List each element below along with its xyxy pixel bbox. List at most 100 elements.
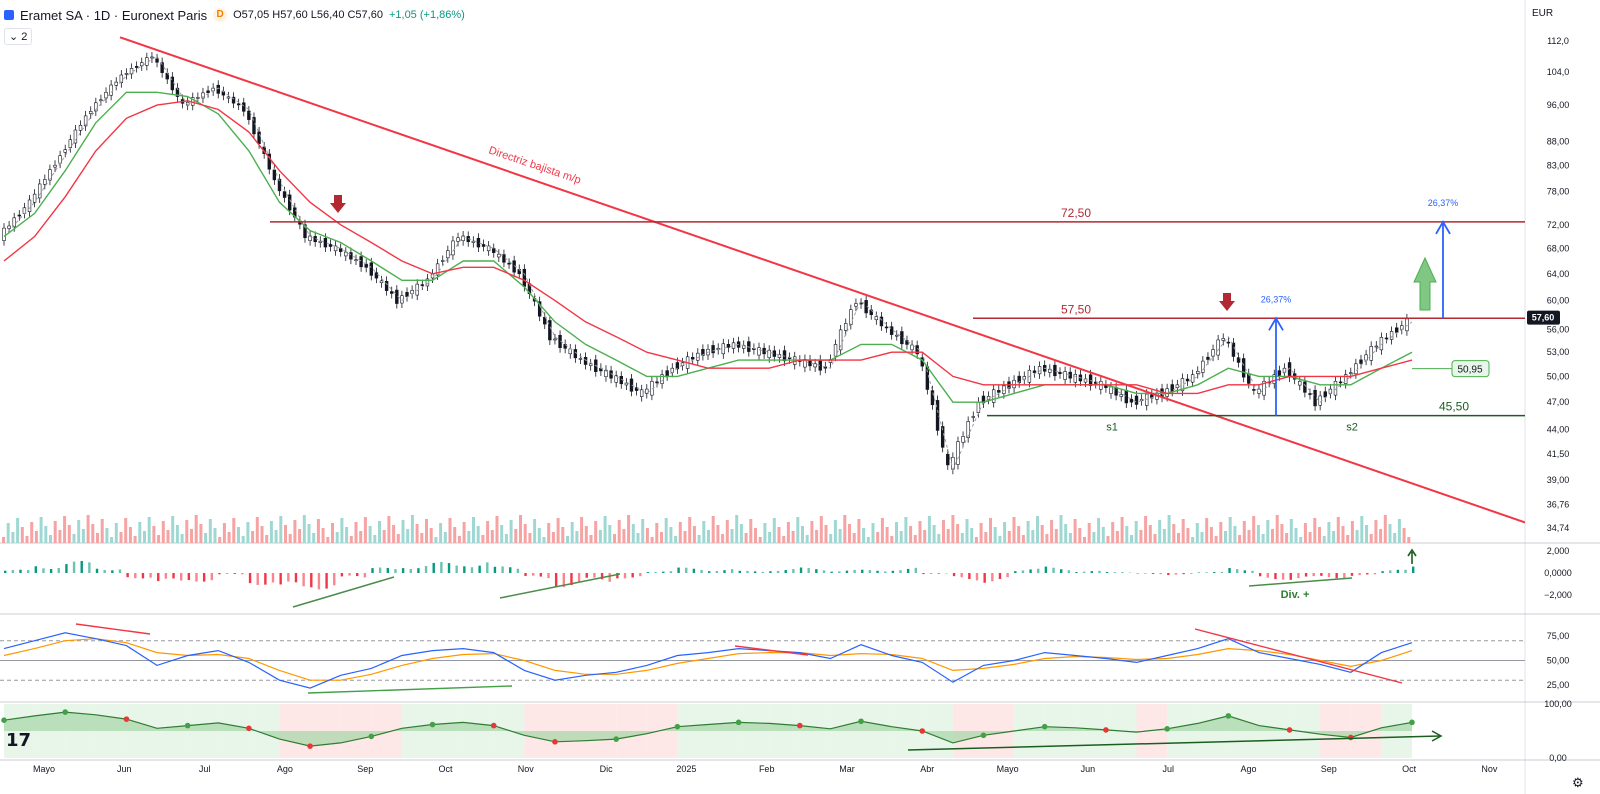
candle-body (910, 344, 914, 351)
resistance-label-57: 57,50 (1061, 302, 1091, 316)
candle-body (1206, 356, 1210, 360)
y-tick-label: 44,00 (1547, 425, 1570, 435)
volume-bar (1101, 527, 1105, 543)
volume-bar (1195, 523, 1199, 543)
volume-bar (237, 527, 240, 543)
macd-bar (662, 571, 665, 573)
x-tick-label: Jul (199, 764, 211, 774)
candle-body (675, 362, 680, 370)
volume-bar (739, 524, 743, 543)
volume-bar (448, 518, 452, 543)
volume-bar (133, 536, 137, 543)
ma-value-tag (1451, 360, 1490, 378)
candle-body (1338, 381, 1343, 384)
y-tick-label: 60,00 (1547, 296, 1570, 306)
macd-bar (210, 573, 214, 581)
candle-body (522, 268, 527, 287)
momentum-dot (368, 733, 375, 740)
rsi-signal-line (3, 638, 1413, 681)
volume-bar (857, 519, 861, 543)
volume-bar (951, 515, 955, 543)
candle-body (1201, 360, 1205, 373)
macd-bar (769, 571, 772, 573)
macd-bar (952, 573, 956, 577)
macd-bar (1067, 570, 1071, 573)
volume-bar (302, 515, 306, 543)
candle-body (43, 179, 47, 185)
macd-bar (302, 573, 305, 587)
volume-bar (1092, 532, 1096, 543)
volume-bar (39, 517, 43, 543)
swing-label-s2: s2 (1346, 422, 1358, 434)
candle-body (1405, 318, 1409, 332)
macd-bar (1121, 572, 1124, 573)
interval-badge[interactable]: D (213, 8, 228, 22)
volume-bar (467, 531, 471, 543)
bearish-trendline (119, 36, 1526, 524)
candle-body (328, 244, 333, 247)
volume-bar (1205, 518, 1209, 543)
volume-bar (152, 526, 156, 543)
volume-bar (500, 525, 504, 543)
volume-bar (1214, 536, 1218, 543)
macd-bar (447, 563, 451, 573)
volume-bar (866, 537, 870, 543)
macd-bar (1251, 570, 1254, 573)
volume-bar (425, 519, 428, 543)
candle-body (1354, 363, 1358, 375)
macd-bar (570, 573, 573, 586)
volume-bar (1050, 520, 1054, 543)
volume-bar (1181, 519, 1185, 543)
volume-bar (1350, 521, 1354, 543)
volume-bar (1289, 519, 1293, 543)
macd-bar (761, 571, 764, 573)
volume-bar (533, 519, 537, 543)
tradingview-logo-icon[interactable]: 17 (6, 730, 32, 751)
volume-bar (326, 537, 330, 543)
candle-body (231, 96, 236, 104)
candle-body (1063, 371, 1067, 380)
y-tick-label: 36,76 (1547, 499, 1570, 509)
volume-bar (1115, 531, 1119, 543)
macd-bar (1373, 573, 1377, 575)
volume-bar (63, 516, 67, 543)
ohlc-values: O57,05 H57,60 L56,40 C57,60 (233, 9, 383, 21)
candle-body (1298, 380, 1302, 386)
macd-bar (968, 573, 971, 580)
macd-bar (906, 568, 910, 573)
candle-body (89, 111, 93, 115)
macd-bar (180, 573, 183, 581)
macd-bar (1052, 567, 1055, 573)
symbol-title[interactable]: Eramet SA · 1D · Euronext Paris (20, 7, 208, 23)
macd-bar (616, 573, 619, 579)
volume-bar (1407, 537, 1411, 543)
candle-body (486, 245, 491, 252)
volume-bar (265, 535, 269, 543)
volume-bar (923, 530, 927, 543)
measure-arrow-1-head (1268, 316, 1284, 331)
macd-bar (792, 569, 795, 573)
support-label-45: 45,50 (1439, 400, 1469, 414)
volume-bar (932, 525, 936, 543)
candle-body (1114, 387, 1118, 396)
volume-bar (157, 535, 161, 543)
momentum-dot (980, 732, 987, 739)
volume-bar (1238, 535, 1242, 543)
volume-bar (1280, 524, 1284, 543)
macd-bar (111, 570, 114, 573)
currency-label[interactable]: EUR (1532, 8, 1554, 19)
volume-bar (1162, 529, 1166, 543)
down-arrow-marker (330, 195, 346, 213)
candle-body (384, 280, 389, 291)
macd-bar (1335, 573, 1338, 579)
macd-bar (1144, 573, 1147, 574)
volume-bar (213, 528, 217, 543)
last-price-label: 57,60 (1532, 313, 1555, 323)
layers-toggle[interactable]: ⌄ 2 (4, 28, 33, 45)
gear-icon[interactable]: ⚙ (1572, 775, 1584, 790)
momentum-dot (797, 722, 803, 729)
macd-bar (1366, 573, 1369, 575)
momentum-y-tick-label: 100,00 (1544, 699, 1572, 709)
macd-bar (600, 573, 604, 580)
